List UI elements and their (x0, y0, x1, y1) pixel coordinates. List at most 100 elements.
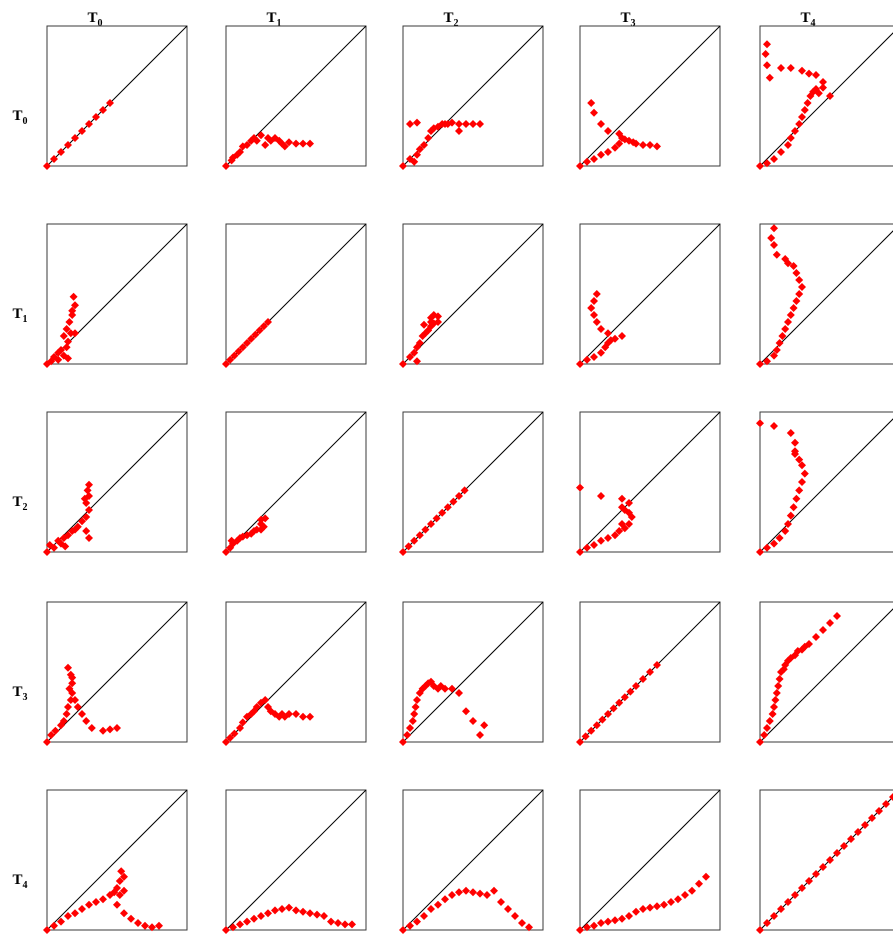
data-point (415, 531, 424, 540)
data-point (618, 332, 626, 340)
data-point (597, 325, 605, 333)
data-point (257, 912, 265, 920)
data-point (800, 469, 809, 478)
data-point (399, 926, 407, 934)
data-point (826, 856, 834, 864)
data-point (59, 332, 68, 340)
data-point (639, 141, 647, 149)
data-point (222, 926, 230, 934)
panel-frame (402, 223, 544, 365)
row-header-T1-subscript: 1 (23, 314, 28, 325)
panel-frame (759, 223, 893, 365)
data-point (257, 131, 265, 140)
identity-line (46, 601, 188, 743)
data-point (78, 905, 86, 913)
data-point (761, 50, 770, 58)
panel-T1-T3 (576, 223, 721, 368)
column-header-T3-base: T (620, 10, 630, 26)
panel-frame (759, 789, 893, 931)
data-point (413, 118, 421, 127)
panel-T1-T0 (43, 223, 188, 368)
data-point (480, 721, 489, 730)
data-point (238, 343, 247, 352)
row-header-T2-base: T (12, 494, 22, 510)
data-point (432, 514, 441, 523)
data-point (250, 914, 258, 923)
panel-T0-T4 (756, 25, 893, 170)
data-point (620, 524, 629, 533)
data-point (285, 138, 293, 147)
data-point (61, 542, 70, 551)
data-point (819, 626, 827, 634)
data-point (50, 543, 58, 552)
row-header-T1-base: T (12, 306, 22, 322)
panel-T2-T4 (756, 411, 893, 556)
row-header-T3: T3 (12, 684, 27, 703)
row-header-T4-base: T (12, 872, 22, 888)
data-point (222, 548, 230, 556)
data-point (252, 703, 261, 711)
row-header-T2: T2 (12, 494, 27, 513)
data-point (261, 141, 270, 149)
data-point (625, 520, 633, 528)
data-point (597, 492, 605, 500)
data-point (57, 346, 65, 354)
data-point (615, 527, 624, 535)
data-point (598, 715, 607, 724)
data-point (299, 907, 307, 916)
data-point (141, 921, 149, 930)
data-point (590, 541, 598, 549)
data-point (255, 326, 264, 335)
data-point (786, 134, 795, 142)
panel-frame (759, 601, 893, 743)
panel-frame (402, 789, 544, 931)
data-point (415, 339, 424, 347)
data-point (406, 120, 414, 128)
panel-T2-T3 (576, 411, 721, 556)
data-point (404, 542, 413, 551)
data-point (763, 724, 771, 732)
data-point (80, 494, 89, 503)
data-point (576, 738, 584, 746)
data-point (57, 148, 65, 156)
panel-frame (225, 25, 367, 167)
data-point (68, 679, 77, 688)
data-point (59, 717, 68, 725)
row-header-T0-subscript: 0 (23, 116, 28, 127)
data-point (306, 712, 314, 721)
panel-T2-T2 (399, 411, 544, 556)
data-point (770, 422, 778, 430)
row-header-T0: T0 (12, 108, 27, 127)
data-point (695, 879, 703, 888)
data-point (247, 334, 256, 343)
data-point (792, 297, 801, 305)
data-point (772, 250, 781, 259)
data-point (413, 357, 421, 366)
data-point (420, 320, 428, 329)
panel-frame (402, 601, 544, 743)
panel-T1-T4 (756, 223, 893, 368)
identity-line (402, 789, 544, 931)
data-point (54, 355, 63, 364)
data-point (590, 155, 598, 163)
data-point (576, 548, 584, 556)
data-point (819, 863, 827, 871)
panel-T4-T2 (399, 789, 544, 934)
data-point (410, 536, 419, 545)
data-point (85, 900, 93, 909)
data-point (227, 536, 236, 545)
data-point (64, 912, 72, 920)
data-point (78, 127, 86, 135)
data-point (778, 332, 787, 340)
identity-line (759, 230, 893, 365)
row-header-T3-subscript: 3 (23, 692, 28, 703)
data-point (798, 461, 806, 470)
data-point (786, 429, 795, 437)
data-point (460, 486, 469, 495)
data-point (69, 292, 78, 301)
data-point (236, 724, 244, 732)
data-point (413, 150, 421, 159)
data-point (134, 919, 142, 927)
data-point (413, 917, 421, 926)
